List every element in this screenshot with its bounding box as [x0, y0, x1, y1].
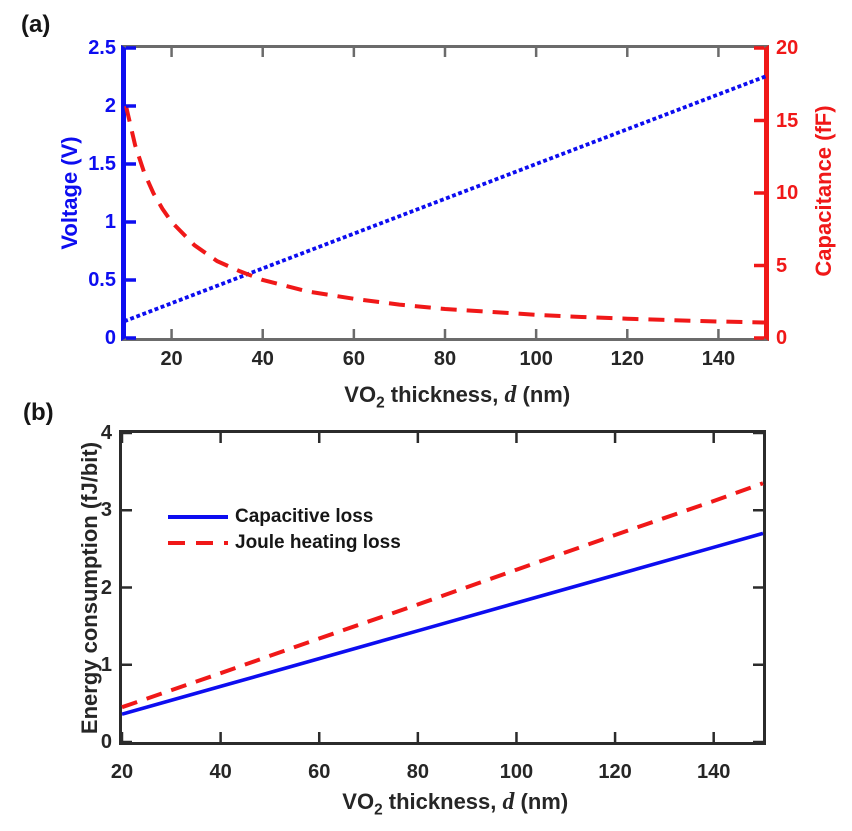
tick-label: 4 — [100, 422, 112, 444]
tick-label: 80 — [433, 348, 457, 370]
panel-a-xlabel: VO2 thickness, d (nm) — [320, 362, 570, 430]
panel-b-chart — [120, 431, 764, 744]
legend-label-joule-heating-loss: Joule heating loss — [235, 532, 401, 553]
tick-label: 100 — [519, 348, 553, 370]
legend-line-sample-blue-solid — [168, 515, 228, 519]
tick-label: 60 — [342, 348, 365, 370]
tick-label: 1.5 — [88, 153, 116, 175]
panel-b-xlabel: VO2 thickness, d (nm) — [318, 769, 568, 831]
series-capacitive-loss — [121, 531, 764, 716]
series-voltage — [123, 74, 767, 324]
legend-item-joule-heating-loss: Joule heating loss — [168, 530, 401, 556]
tick-label: 120 — [610, 348, 644, 370]
panel-a-plot-area — [121, 45, 769, 341]
tick-label: 100 — [499, 761, 534, 783]
tick-label: 2.5 — [88, 37, 116, 59]
tick-label: 15 — [776, 109, 799, 132]
tick-label: 120 — [598, 761, 632, 783]
xlabel-text: thickness, — [384, 382, 505, 408]
tick-label: 1 — [100, 653, 112, 676]
panel-a-letter: (a) — [21, 11, 51, 38]
panel-b-plot-area — [119, 430, 766, 745]
tick-label: 140 — [701, 348, 736, 370]
panel-a-ylabel-left: Voltage (V) — [57, 136, 82, 250]
xlabel-text: VO — [344, 382, 377, 408]
legend: Capacitive loss Joule heating loss — [168, 504, 401, 556]
legend-item-capacitive-loss: Capacitive loss — [168, 504, 401, 530]
tick-label: 0.5 — [88, 269, 116, 291]
tick-label: 5 — [776, 254, 788, 277]
panel-a-ylabel-right: Capacitance (fF) — [811, 105, 836, 277]
xlabel-text: (nm) — [516, 382, 571, 408]
tick-label: 60 — [308, 761, 331, 783]
xlabel-text: thickness, — [382, 789, 503, 815]
legend-line-sample-red-dashed — [168, 541, 228, 545]
tick-label: 140 — [697, 761, 731, 783]
panel-a-chart — [123, 46, 767, 340]
xlabel-math-d: d — [502, 789, 515, 816]
xlabel-text: (nm) — [514, 789, 569, 815]
tick-label: 40 — [251, 348, 274, 370]
xlabel-math-d: d — [504, 382, 517, 409]
xlabel-text: VO — [342, 789, 375, 815]
tick-label: 10 — [776, 182, 799, 204]
tick-label: 20 — [110, 761, 134, 783]
tick-label: 40 — [209, 761, 232, 783]
legend-label-capacitive-loss: Capacitive loss — [235, 506, 374, 527]
xlabel-subscript: 2 — [376, 394, 385, 412]
panel-b-ylabel: Energy consumption (fJ/bit) — [77, 441, 102, 735]
series-capacitance — [124, 105, 765, 325]
tick-label: 1 — [104, 211, 116, 233]
tick-label: 2 — [104, 95, 116, 117]
tick-label: 3 — [100, 499, 112, 522]
tick-label: 0 — [104, 327, 116, 349]
tick-label: 20 — [160, 348, 183, 370]
tick-label: 0 — [100, 731, 112, 753]
tick-label: 80 — [406, 761, 429, 783]
series-joule-heating-loss — [121, 481, 764, 710]
tick-label: 20 — [776, 37, 799, 59]
tick-label: 2 — [100, 576, 112, 599]
panel-b-letter: (b) — [23, 399, 54, 426]
xlabel-subscript: 2 — [374, 801, 383, 819]
tick-label: 0 — [776, 327, 788, 349]
